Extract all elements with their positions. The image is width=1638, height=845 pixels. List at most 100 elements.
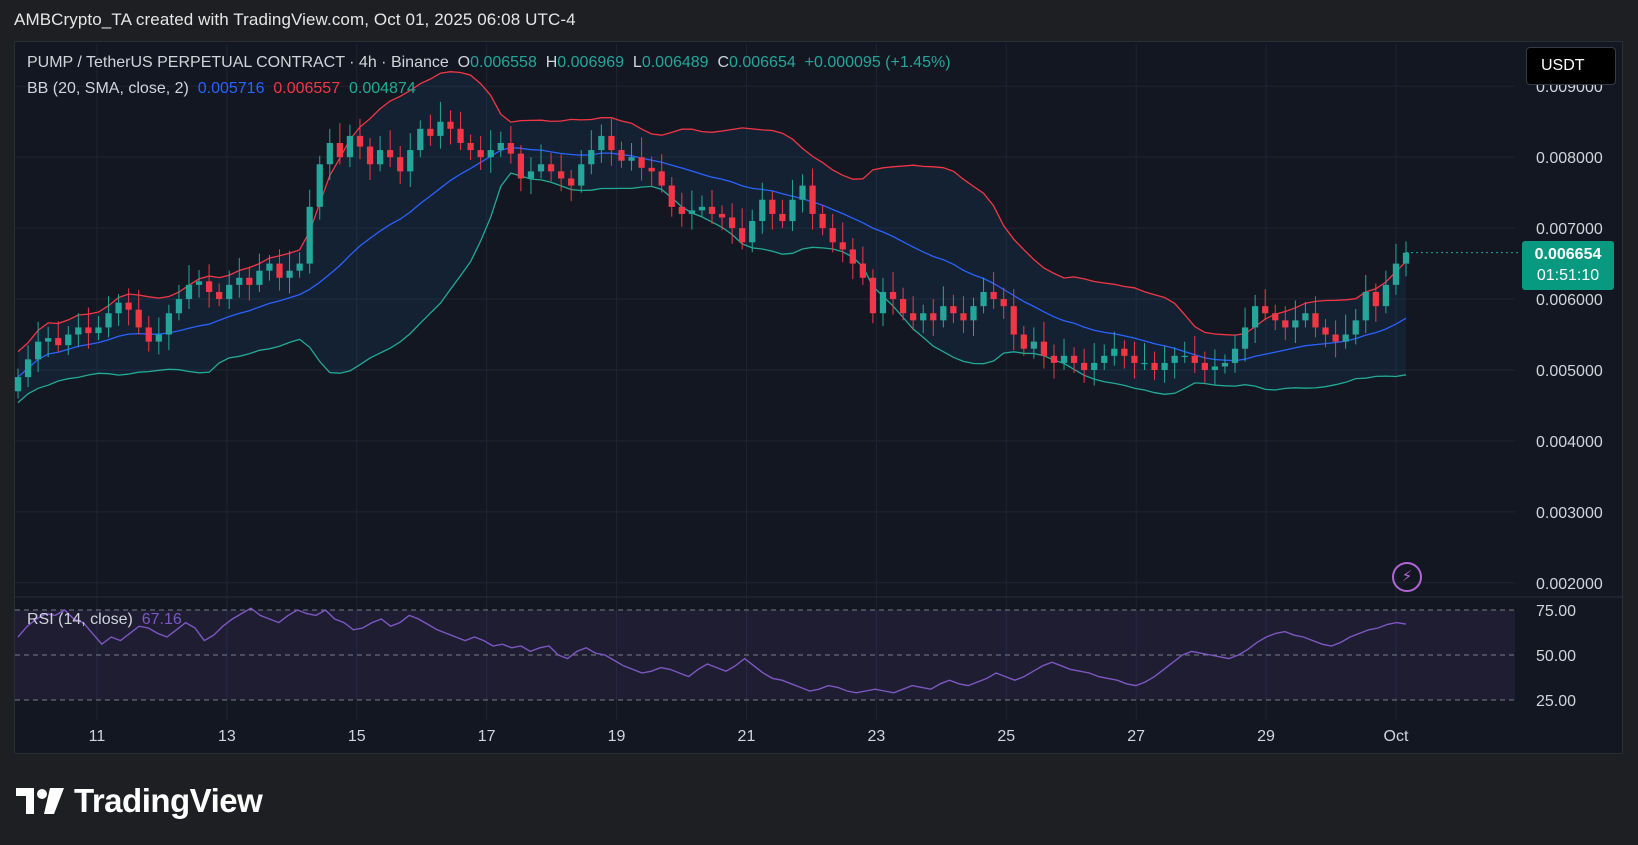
candle-body (1121, 348, 1128, 356)
currency-button[interactable]: USDT (1526, 47, 1616, 85)
candle-body (276, 263, 283, 278)
candle-body (1332, 334, 1339, 342)
candle-body (286, 270, 293, 278)
price-tick-label: 0.003000 (1536, 505, 1603, 522)
candle-body (1141, 362, 1148, 365)
candle-body (728, 217, 736, 229)
candle-body (1322, 327, 1329, 335)
candle-body (55, 338, 62, 346)
rsi-value: 67.16 (141, 611, 182, 628)
candle-body (316, 164, 323, 207)
candle-body (1020, 334, 1027, 349)
change-value: +0.000095 (+1.45%) (804, 54, 951, 71)
candle-body (437, 121, 444, 136)
candle-body (940, 306, 947, 321)
candle-body (216, 291, 223, 300)
symbol-title: PUMP / TetherUS PERPETUAL CONTRACT · 4h … (27, 54, 449, 71)
time-tick-label: 11 (89, 728, 106, 745)
time-tick-label: 25 (997, 728, 1015, 745)
candle-body (115, 302, 122, 314)
candle-body (95, 327, 102, 334)
time-tick-label: 21 (738, 728, 756, 745)
candle-body (175, 299, 183, 314)
candle-body (1252, 306, 1259, 328)
rsi-tick-label: 75.00 (1536, 603, 1576, 620)
candle-body (1171, 355, 1178, 363)
candle-body (799, 185, 806, 200)
candle-body (346, 135, 354, 158)
candle-body (155, 334, 162, 342)
candle-body (427, 128, 434, 136)
tradingview-logo: TradingView (16, 782, 263, 820)
candle-body (487, 150, 494, 158)
candle-body (105, 313, 112, 328)
price-tick-label: 0.002000 (1536, 576, 1603, 593)
rsi-tick-label: 50.00 (1536, 648, 1576, 665)
time-tick-label: 17 (478, 728, 496, 745)
candle-body (1392, 263, 1400, 285)
candle-body (1272, 313, 1279, 321)
candle-body (1030, 341, 1037, 349)
candle-body (1101, 355, 1108, 363)
candle-body (1131, 355, 1138, 363)
price-tick-label: 0.007000 (1536, 221, 1603, 238)
candle-body (1000, 299, 1007, 307)
candle-body (306, 206, 313, 264)
tradingview-mark-icon (16, 788, 64, 814)
candle-body (879, 291, 887, 314)
candle-body (708, 206, 716, 214)
time-tick-label: Oct (1384, 728, 1409, 745)
time-tick-label: 23 (867, 728, 885, 745)
candle-body (457, 128, 464, 143)
candle-body (507, 142, 514, 154)
candle-body (1070, 355, 1078, 363)
candle-body (1050, 355, 1058, 363)
bb-basis-value: 0.005716 (197, 80, 265, 97)
candle-body (417, 128, 424, 151)
time-tick-label: 15 (348, 728, 366, 745)
candle-body (1060, 355, 1068, 363)
bar-countdown: 01:51:10 (1536, 267, 1600, 284)
candle-body (497, 142, 504, 151)
candle-body (195, 281, 203, 285)
price-tick-label: 0.008000 (1536, 150, 1603, 167)
price-tick-label: 0.005000 (1536, 363, 1603, 380)
candle-body (236, 277, 243, 285)
candle-body (467, 142, 474, 151)
candle-body (75, 327, 82, 335)
candle-body (85, 327, 92, 334)
lightning-icon[interactable]: ⚡ (1392, 562, 1422, 592)
candle-body (558, 171, 565, 179)
candle-body (588, 150, 595, 165)
open-value: 0.006558 (470, 54, 537, 71)
rsi-tick-label: 25.00 (1536, 693, 1576, 710)
bb-lower-value: 0.004874 (348, 80, 416, 97)
bb-label: BB (20, SMA, close, 2) (27, 80, 189, 97)
candle-body (1282, 320, 1289, 328)
time-tick-label: 27 (1127, 728, 1145, 745)
candle-body (1010, 306, 1017, 335)
candle-body (477, 150, 484, 158)
candle-body (1312, 313, 1319, 328)
candle-body (899, 299, 907, 314)
candle-body (990, 291, 997, 300)
candle-body (869, 277, 877, 314)
candle-body (678, 206, 685, 214)
candle-body (1402, 252, 1410, 264)
candle-body (618, 150, 625, 161)
candle-body (1191, 355, 1198, 363)
time-tick-label: 29 (1257, 728, 1275, 745)
candle-body (658, 171, 665, 186)
rsi-legend: RSI (14, close) 67.16 (27, 611, 182, 629)
bb-upper-value: 0.006557 (273, 80, 341, 97)
candle-body (376, 150, 384, 165)
candle-body (356, 135, 364, 147)
candle-body (1151, 362, 1158, 370)
candle-body (336, 142, 343, 158)
candle-body (1040, 341, 1048, 356)
candle-body (547, 164, 555, 172)
candle-body (1091, 362, 1098, 370)
candle-body (517, 153, 525, 179)
candle-body (739, 228, 746, 243)
